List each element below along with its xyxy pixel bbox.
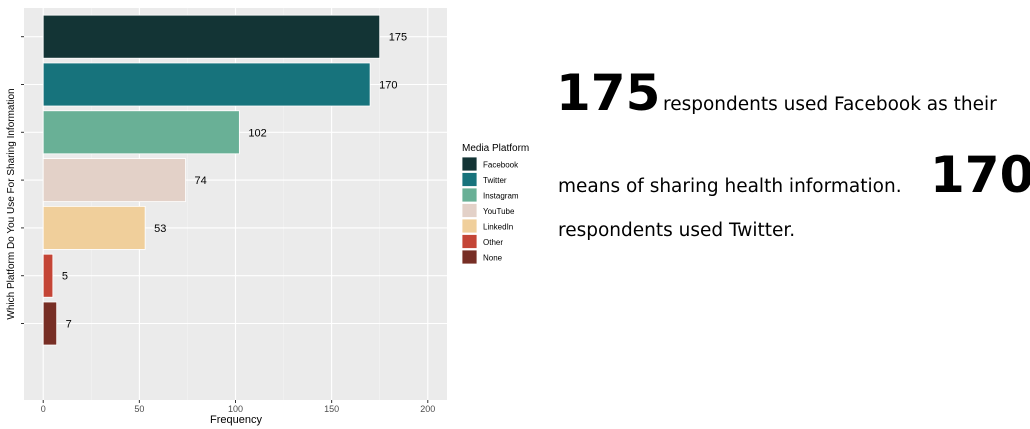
highlight-number: 175 [556, 64, 660, 122]
legend-label: YouTube [483, 207, 515, 216]
value-label: 53 [154, 223, 166, 235]
annotation-text: means of sharing health information. [558, 176, 902, 197]
bar [42, 62, 371, 107]
annotation-text: respondents used Twitter. [558, 220, 795, 241]
legend-label: Facebook [483, 161, 519, 170]
legend-key [461, 218, 478, 234]
x-tick-label: 150 [324, 404, 339, 414]
value-label: 102 [248, 127, 266, 139]
value-label: 175 [389, 32, 407, 44]
legend-title: Media Platform [462, 143, 529, 154]
legend-key [461, 234, 478, 249]
x-tick-label: 50 [134, 404, 144, 414]
x-tick-label: 200 [420, 404, 435, 414]
legend-label: Other [483, 238, 503, 247]
legend-key [461, 187, 478, 203]
x-tick-label: 0 [41, 404, 46, 414]
y-axis-label: Which Platform Do You Use For Sharing In… [6, 88, 17, 319]
legend-key [461, 203, 478, 218]
value-label: 7 [66, 319, 72, 331]
value-label: 170 [379, 79, 397, 91]
legend-key [461, 249, 478, 265]
bar [42, 253, 54, 298]
marks [42, 14, 381, 346]
legend-key [461, 172, 478, 187]
annotation-text: respondents used Facebook as their [663, 94, 997, 115]
legend-key [461, 156, 478, 172]
bar [42, 158, 186, 203]
highlight-number: 170 [930, 146, 1030, 204]
value-label: 5 [62, 271, 68, 283]
legend-label: Twitter [483, 176, 507, 185]
legend-label: LinkedIn [483, 223, 513, 232]
legend-label: Instagram [483, 192, 519, 201]
bar [42, 205, 146, 250]
x-axis-label: Frequency [210, 414, 262, 426]
bar [42, 110, 240, 155]
bar [42, 14, 381, 59]
legend-label: None [483, 254, 503, 263]
x-tick-label: 100 [228, 404, 243, 414]
value-label: 74 [195, 175, 207, 187]
bar [42, 301, 58, 346]
